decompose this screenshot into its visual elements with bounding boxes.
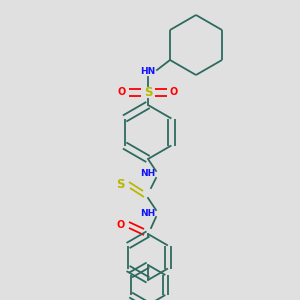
Text: HN: HN — [140, 68, 156, 76]
Text: S: S — [116, 178, 124, 191]
Text: O: O — [170, 87, 178, 97]
Text: O: O — [117, 220, 125, 230]
Text: NH: NH — [140, 208, 156, 217]
Text: NH: NH — [140, 169, 156, 178]
Text: S: S — [144, 85, 152, 98]
Text: O: O — [118, 87, 126, 97]
